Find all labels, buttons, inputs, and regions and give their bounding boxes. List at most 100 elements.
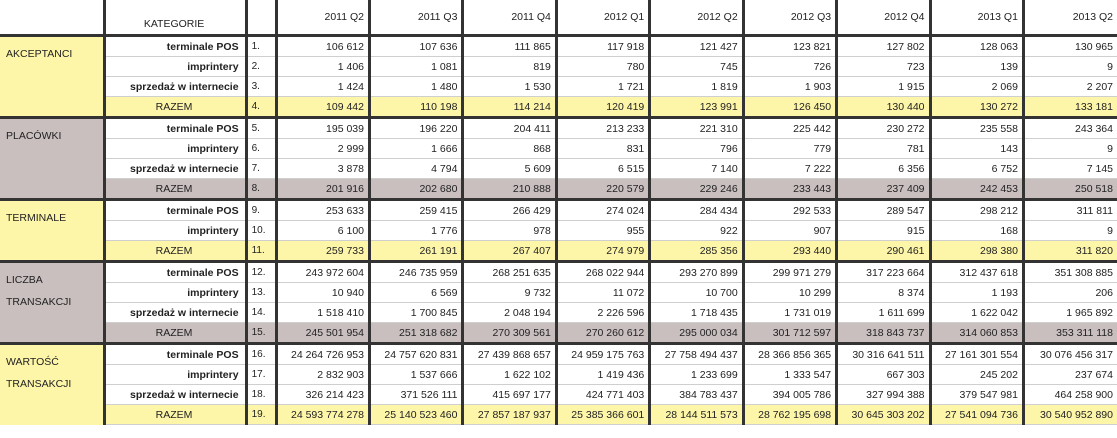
cell-value: 274 979 (554, 240, 650, 262)
cell-value: 6 356 (835, 158, 931, 179)
cell-value: 237 674 (1021, 364, 1117, 385)
group-label-line: PLACÓWKI (6, 130, 62, 142)
cell-value: 225 442 (741, 116, 837, 139)
cell-value: 24 757 620 831 (367, 342, 463, 365)
cell-value: 117 918 (554, 34, 650, 57)
table-row: RAZEM 15. 245 501 954 251 318 682 270 309 56… (0, 322, 1117, 344)
cell-value: 1 666 (367, 138, 463, 159)
cell-value: 27 758 494 437 (648, 342, 744, 365)
row-number: 16. (244, 342, 277, 365)
row-number: 8. (244, 178, 277, 200)
cell-value: 259 415 (367, 198, 463, 221)
cell-value: 2 832 903 (274, 364, 370, 385)
cell-value: 394 005 786 (741, 384, 837, 405)
row-label: imprintery (102, 364, 247, 385)
cell-value: 27 161 301 554 (928, 342, 1024, 365)
cell-value: 6 752 (928, 158, 1024, 179)
cell-value: 246 735 959 (367, 260, 463, 283)
period-header: 2011 Q3 (367, 0, 463, 36)
cell-value: 1 480 (367, 76, 463, 97)
row-label: sprzedaż w internecie (102, 158, 247, 179)
cell-value: 318 843 737 (835, 322, 931, 344)
cell-value: 415 697 177 (461, 384, 557, 405)
cell-value: 781 (835, 138, 931, 159)
cell-value: 922 (648, 220, 744, 241)
row-label: sprzedaż w internecie (102, 384, 247, 405)
group-label-line: TERMINALE (6, 212, 67, 224)
cell-value: 955 (554, 220, 650, 241)
cell-value: 30 316 641 511 (835, 342, 931, 365)
cell-value: 110 198 (367, 96, 463, 118)
cell-value: 9 (1021, 220, 1117, 241)
cell-value: 11 072 (554, 282, 650, 303)
table-row: WARTOŚĆ TRANSAKCJI terminale POS 16. 24 264 … (0, 342, 1117, 425)
table-row: imprintery 10. 6 100 1 776 978 955 922 907 915 16… (0, 220, 1117, 241)
period-header: 2012 Q2 (648, 0, 744, 36)
cell-value: 326 214 423 (274, 384, 370, 405)
cell-value: 1 333 547 (741, 364, 837, 385)
cell-value: 25 385 366 601 (554, 404, 650, 425)
cell-value: 4 794 (367, 158, 463, 179)
cell-value: 1 193 (928, 282, 1024, 303)
cell-value: 293 440 (741, 240, 837, 262)
cell-value: 424 771 403 (554, 384, 650, 405)
row-number: 15. (244, 322, 277, 344)
cell-value: 2 226 596 (554, 302, 650, 323)
cell-value: 123 821 (741, 34, 837, 57)
row-number: 6. (244, 138, 277, 159)
row-label: RAZEM (102, 404, 247, 425)
cell-value: 7 145 (1021, 158, 1117, 179)
cell-value: 1 406 (274, 56, 370, 77)
period-header: 2011 Q4 (461, 0, 557, 36)
cell-value: 1 233 699 (648, 364, 744, 385)
row-number: 2. (244, 56, 277, 77)
table-row: TERMINALE terminale POS 9. 253 633 259 415 26… (0, 198, 1117, 262)
cell-value: 6 569 (367, 282, 463, 303)
period-header: 2012 Q3 (741, 0, 837, 36)
period-header: 2012 Q1 (554, 0, 650, 36)
table-body: KATEGORIE 2011 Q2 2011 Q3 2011 Q4 2012 Q1 20… (0, 0, 1117, 425)
cell-value: 1 518 410 (274, 302, 370, 323)
cell-value: 2 069 (928, 76, 1024, 97)
cell-value: 311 811 (1021, 198, 1117, 221)
cell-value: 230 272 (835, 116, 931, 139)
cell-value: 317 223 664 (835, 260, 931, 283)
cell-value: 353 311 118 (1021, 322, 1117, 344)
row-number: 7. (244, 158, 277, 179)
cell-value: 233 443 (741, 178, 837, 200)
cell-value: 351 308 885 (1021, 260, 1117, 283)
cell-value: 295 000 034 (648, 322, 744, 344)
group-label-line: LICZBA (6, 274, 43, 286)
cell-value: 1 965 892 (1021, 302, 1117, 323)
cell-value: 667 303 (835, 364, 931, 385)
row-label: imprintery (102, 138, 247, 159)
period-header: 2012 Q4 (835, 0, 931, 36)
cell-value: 464 258 900 (1021, 384, 1117, 405)
cell-value: 1 424 (274, 76, 370, 97)
cell-value: 245 202 (928, 364, 1024, 385)
cell-value: 292 533 (741, 198, 837, 221)
cell-value: 28 144 511 573 (648, 404, 744, 425)
cell-value: 3 878 (274, 158, 370, 179)
table-row: sprzedaż w internecie 18. 326 214 423 371 5… (0, 384, 1117, 405)
cell-value: 196 220 (367, 116, 463, 139)
cell-value: 28 366 856 365 (741, 342, 837, 365)
header-row: KATEGORIE 2011 Q2 2011 Q3 2011 Q4 2012 Q1 20… (0, 0, 1117, 36)
cell-value: 268 022 944 (554, 260, 650, 283)
cell-value: 107 636 (367, 34, 463, 57)
cell-value: 130 272 (928, 96, 1024, 118)
cell-value: 1 819 (648, 76, 744, 97)
period-header: 2013 Q1 (928, 0, 1024, 36)
header-category: KATEGORIE (102, 0, 247, 36)
row-number: 12. (244, 260, 277, 283)
cell-value: 139 (928, 56, 1024, 77)
table-row: sprzedaż w internecie 14. 1 518 410 1 700 8… (0, 302, 1117, 323)
row-number: 17. (244, 364, 277, 385)
table-row: imprintery 6. 2 999 1 666 868 831 796 779 781 143… (0, 138, 1117, 159)
cell-value: 284 434 (648, 198, 744, 221)
cell-value: 10 299 (741, 282, 837, 303)
cell-value: 168 (928, 220, 1024, 241)
cell-value: 143 (928, 138, 1024, 159)
cell-value: 24 264 726 953 (274, 342, 370, 365)
row-label: terminale POS (102, 260, 247, 283)
